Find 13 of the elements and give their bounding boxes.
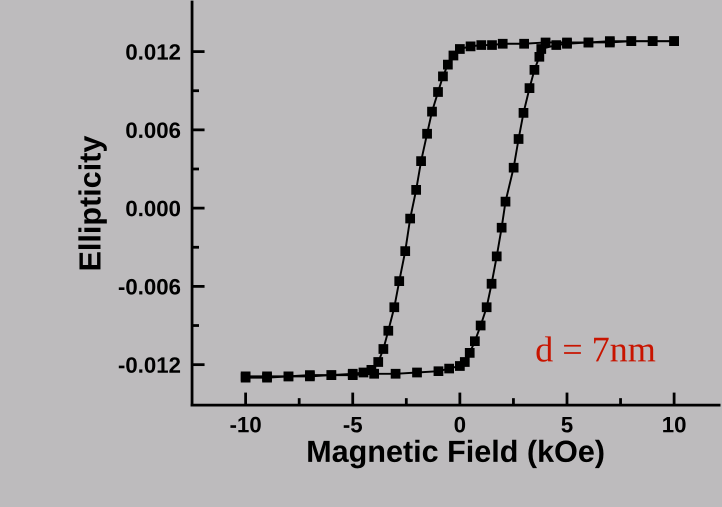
x-tick-label: 0 (454, 416, 466, 433)
y-tick-label: 0.012 (126, 44, 180, 60)
y-tick-label: 0.006 (126, 122, 180, 138)
x-tick-label: -5 (344, 417, 362, 433)
y-tick-label: -0.012 (118, 357, 180, 373)
x-tick-label: 10 (663, 416, 686, 433)
y-tick-label: 0.000 (126, 200, 180, 216)
x-tick-label: -10 (230, 416, 261, 433)
x-tick-label: 5 (562, 417, 573, 433)
x-axis-title: Magnetic Field (kOe) (308, 440, 604, 468)
y-tick-label: -0.006 (118, 278, 180, 295)
y-axis-title: Ellipticity (78, 136, 107, 270)
annotation: d = 7nm (536, 336, 656, 362)
